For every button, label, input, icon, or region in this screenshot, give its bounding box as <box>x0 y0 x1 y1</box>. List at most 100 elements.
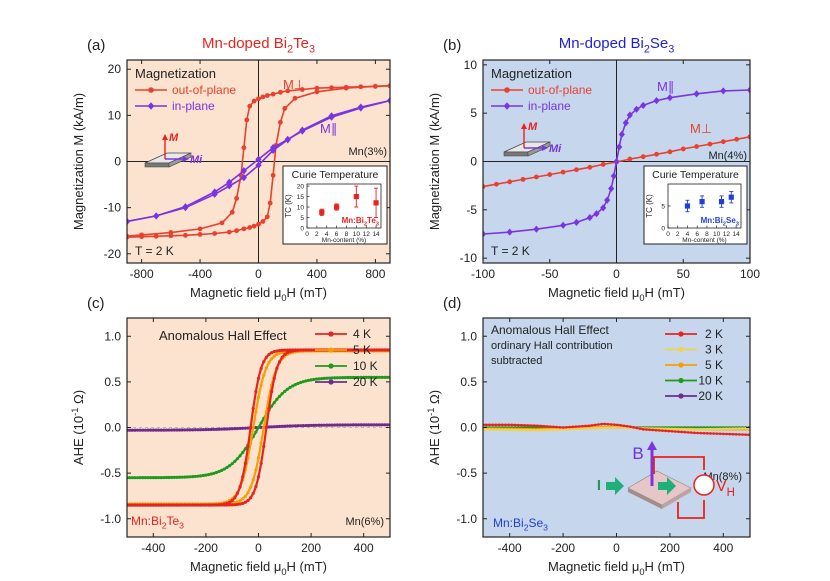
legend-marker <box>328 363 334 369</box>
data-point <box>214 427 219 431</box>
data-point <box>159 503 163 507</box>
data-point <box>314 377 318 381</box>
data-point <box>725 432 728 436</box>
data-point <box>251 223 257 229</box>
data-point <box>204 427 208 432</box>
data-point <box>622 119 629 127</box>
data-point <box>267 406 271 411</box>
sample-label-part-1: 2 <box>162 521 167 531</box>
data-point <box>696 428 699 431</box>
data-point <box>284 136 291 144</box>
data-point <box>626 111 633 119</box>
data-point <box>746 86 750 94</box>
data-point <box>329 85 334 91</box>
series-10 K <box>127 375 390 480</box>
data-point <box>159 475 163 480</box>
data-point <box>233 427 237 431</box>
data-point <box>488 423 491 427</box>
data-point <box>640 154 646 160</box>
data-point <box>523 423 526 427</box>
data-point <box>330 376 334 380</box>
annotation-m-par: M∥ <box>657 79 674 94</box>
data-point <box>354 348 358 352</box>
data-point <box>178 428 182 432</box>
data-point <box>247 225 253 230</box>
data-point <box>296 348 300 352</box>
data-point <box>603 426 607 430</box>
sample-side <box>144 162 170 168</box>
data-point <box>191 503 195 507</box>
data-point <box>138 428 142 432</box>
data-point <box>293 424 297 428</box>
data-point <box>235 502 240 507</box>
data-point <box>507 179 513 185</box>
data-point <box>741 427 744 430</box>
x-axis-label-part-2: H (mT) <box>645 285 685 300</box>
data-point <box>230 462 234 466</box>
data-point <box>325 423 329 427</box>
data-point <box>267 200 273 206</box>
data-point <box>367 423 371 427</box>
data-point <box>680 427 683 431</box>
data-point <box>170 475 174 480</box>
x-tick-label: -100 <box>471 267 495 281</box>
hall-schematic: B I VH <box>597 441 735 519</box>
data-point <box>372 423 376 427</box>
data-point <box>156 475 161 480</box>
inset-x-tick-label: 14 <box>733 231 741 238</box>
hall-sample-face <box>662 488 691 509</box>
data-point <box>217 427 221 431</box>
data-point <box>288 348 292 352</box>
data-point <box>209 503 213 507</box>
data-point <box>539 424 542 428</box>
data-point <box>520 428 523 432</box>
data-point <box>301 380 305 384</box>
data-point <box>256 376 261 380</box>
x-tick-label: 0 <box>613 541 620 555</box>
data-point <box>725 427 728 431</box>
panel-label: (b) <box>443 37 461 54</box>
data-point <box>715 427 719 431</box>
data-point <box>693 427 696 431</box>
inset-x-tick-label: 6 <box>335 231 339 238</box>
data-point <box>718 427 722 431</box>
data-point <box>362 348 366 352</box>
data-point <box>128 428 132 432</box>
data-point <box>561 428 565 431</box>
legend-label: 20 K <box>353 375 378 389</box>
y-tick-label: -5 <box>466 203 477 217</box>
data-point <box>154 428 158 432</box>
panel-d: -400 -200 0 200 400-1.0-0.50.00.51.0(d)Magne… <box>426 295 751 577</box>
data-point <box>604 196 611 204</box>
data-point <box>705 427 709 431</box>
data-point <box>516 428 520 432</box>
x-tick-label: 0 <box>613 267 620 281</box>
data-point <box>609 423 613 426</box>
data-point <box>201 503 205 507</box>
data-point <box>233 459 237 463</box>
y-axis-label: AHE (10-1 Ω) <box>426 390 442 465</box>
data-point <box>246 426 250 430</box>
y-axis-label-part-2: Ω) <box>71 390 86 408</box>
x-tick-label: -200 <box>194 541 218 555</box>
data-point <box>560 221 567 229</box>
y-axis-label-part-0: AHE (10 <box>71 416 86 465</box>
data-point <box>251 406 255 411</box>
x-tick-label: 400 <box>307 267 327 281</box>
data-point <box>633 105 640 113</box>
data-point <box>206 427 211 432</box>
data-point <box>280 348 284 352</box>
data-point <box>241 450 245 455</box>
data-point <box>346 423 350 427</box>
data-point <box>182 204 189 212</box>
y-tick-label: 0 <box>470 155 477 169</box>
data-point <box>172 503 176 507</box>
data-point <box>209 427 213 432</box>
data-point <box>217 469 221 474</box>
data-point <box>322 423 326 427</box>
data-point <box>510 423 514 427</box>
data-point <box>608 184 615 193</box>
data-point <box>259 461 263 465</box>
data-point <box>170 503 174 507</box>
data-point <box>219 220 225 226</box>
